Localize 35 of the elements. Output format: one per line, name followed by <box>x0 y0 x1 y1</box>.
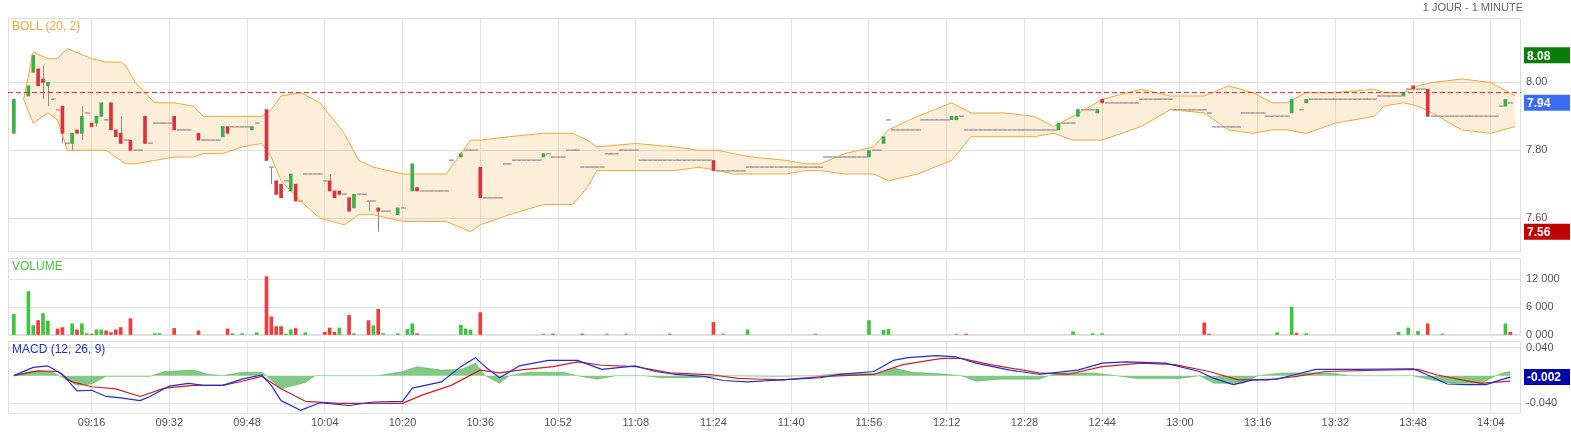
y-tick-label: 7.80 <box>1526 143 1548 156</box>
x-tick-label: 12:28 <box>1010 416 1039 429</box>
chart-subtitle: 1 JOUR - 1 MINUTE <box>1422 1 1523 13</box>
x-tick-label: 10:04 <box>311 416 339 429</box>
x-tick-label: 13:32 <box>1321 416 1350 429</box>
x-tick-label: 09:32 <box>155 416 184 429</box>
y-tick-label: 8.00 <box>1526 75 1548 88</box>
x-tick-label: 11:08 <box>622 416 650 429</box>
y-tick-label: 0.040 <box>1526 340 1554 353</box>
x-tick-label: 14:04 <box>1477 416 1505 429</box>
x-tick-label: 10:20 <box>388 416 417 429</box>
chart-title: VOLUME <box>12 259 63 274</box>
x-tick-label: 13:48 <box>1399 416 1427 429</box>
x-tick-label: 09:48 <box>233 416 261 429</box>
x-tick-label: 12:12 <box>932 416 961 429</box>
x-tick-label: 11:56 <box>855 416 883 429</box>
x-tick-label: 12:44 <box>1088 416 1116 429</box>
text: -0.002 <box>1527 370 1562 385</box>
x-tick-label: 11:24 <box>700 416 727 429</box>
y-tick-label: 0 000 <box>1526 328 1554 341</box>
x-tick-label: 10:36 <box>466 416 495 429</box>
chart-title: MACD (12, 26, 9) <box>12 342 106 357</box>
x-tick-label: 09:16 <box>77 416 106 429</box>
x-tick-label: 10:52 <box>544 416 572 429</box>
text: 8.08 <box>1527 48 1551 63</box>
x-tick-label: 11:40 <box>777 416 805 429</box>
y-tick-label: -0.040 <box>1526 396 1558 409</box>
y-tick-label: 12 000 <box>1526 272 1560 285</box>
y-tick-label: 6 000 <box>1526 300 1554 313</box>
text: 7.94 <box>1527 96 1551 111</box>
x-tick-label: 13:00 <box>1166 416 1194 429</box>
text: 7.56 <box>1527 224 1551 239</box>
y-tick-label: 7.60 <box>1526 211 1548 224</box>
x-tick-label: 13:16 <box>1243 416 1272 429</box>
legend-label: BOLL (20, 2) <box>12 19 81 34</box>
